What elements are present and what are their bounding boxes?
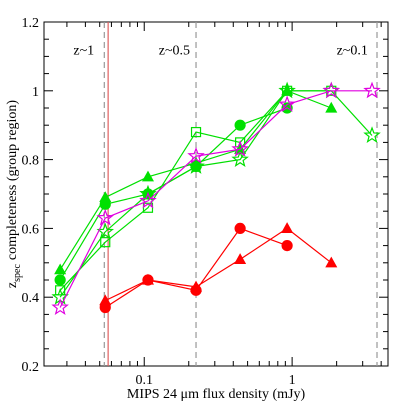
point <box>363 81 381 99</box>
point <box>234 222 246 234</box>
point <box>234 253 247 264</box>
x-tick-label: 1 <box>289 373 296 388</box>
point <box>99 294 112 306</box>
annotation: z~1 <box>73 44 94 59</box>
y-tick-label: 0.6 <box>22 222 40 237</box>
series-line <box>59 90 373 298</box>
y-tick-label: 0.2 <box>22 360 40 375</box>
series-line <box>104 227 332 302</box>
y-tick-label: 0.8 <box>22 154 40 169</box>
point <box>54 274 66 286</box>
point <box>141 170 154 182</box>
point <box>139 191 157 209</box>
point <box>99 191 112 203</box>
point <box>187 146 205 164</box>
point <box>234 119 246 131</box>
point <box>100 237 111 248</box>
point <box>54 263 67 275</box>
point <box>141 273 154 285</box>
point <box>322 81 341 99</box>
y-label-sub: spec <box>12 264 23 282</box>
point <box>190 126 202 138</box>
point <box>142 202 154 213</box>
point <box>278 95 296 113</box>
x-axis-label: MIPS 24 μm flux density (mJy) <box>127 387 306 402</box>
point <box>235 137 246 148</box>
point <box>325 101 338 113</box>
point <box>363 126 381 143</box>
point <box>187 157 205 174</box>
series-line <box>59 90 332 291</box>
x-tick-label: 0.1 <box>135 373 153 388</box>
annotation: z~0.1 <box>337 44 368 59</box>
point <box>231 140 249 157</box>
y-label-main: z <box>5 282 20 288</box>
point <box>139 184 157 202</box>
y-tick-label: 1 <box>32 85 39 100</box>
plot-frame <box>43 21 389 367</box>
annotation: z~0.5 <box>159 44 190 59</box>
y-tick-label: 1.2 <box>22 16 40 31</box>
point <box>281 240 293 252</box>
point <box>281 222 294 233</box>
point <box>231 150 249 168</box>
point <box>278 81 296 99</box>
point <box>51 298 69 315</box>
point <box>96 208 115 226</box>
y-axis-label: zspec completeness (group region) <box>5 100 23 289</box>
y-tick-label: 0.4 <box>22 291 40 306</box>
y-label-rest: completeness (group region) <box>5 100 20 261</box>
point <box>190 280 203 292</box>
point <box>325 256 338 268</box>
